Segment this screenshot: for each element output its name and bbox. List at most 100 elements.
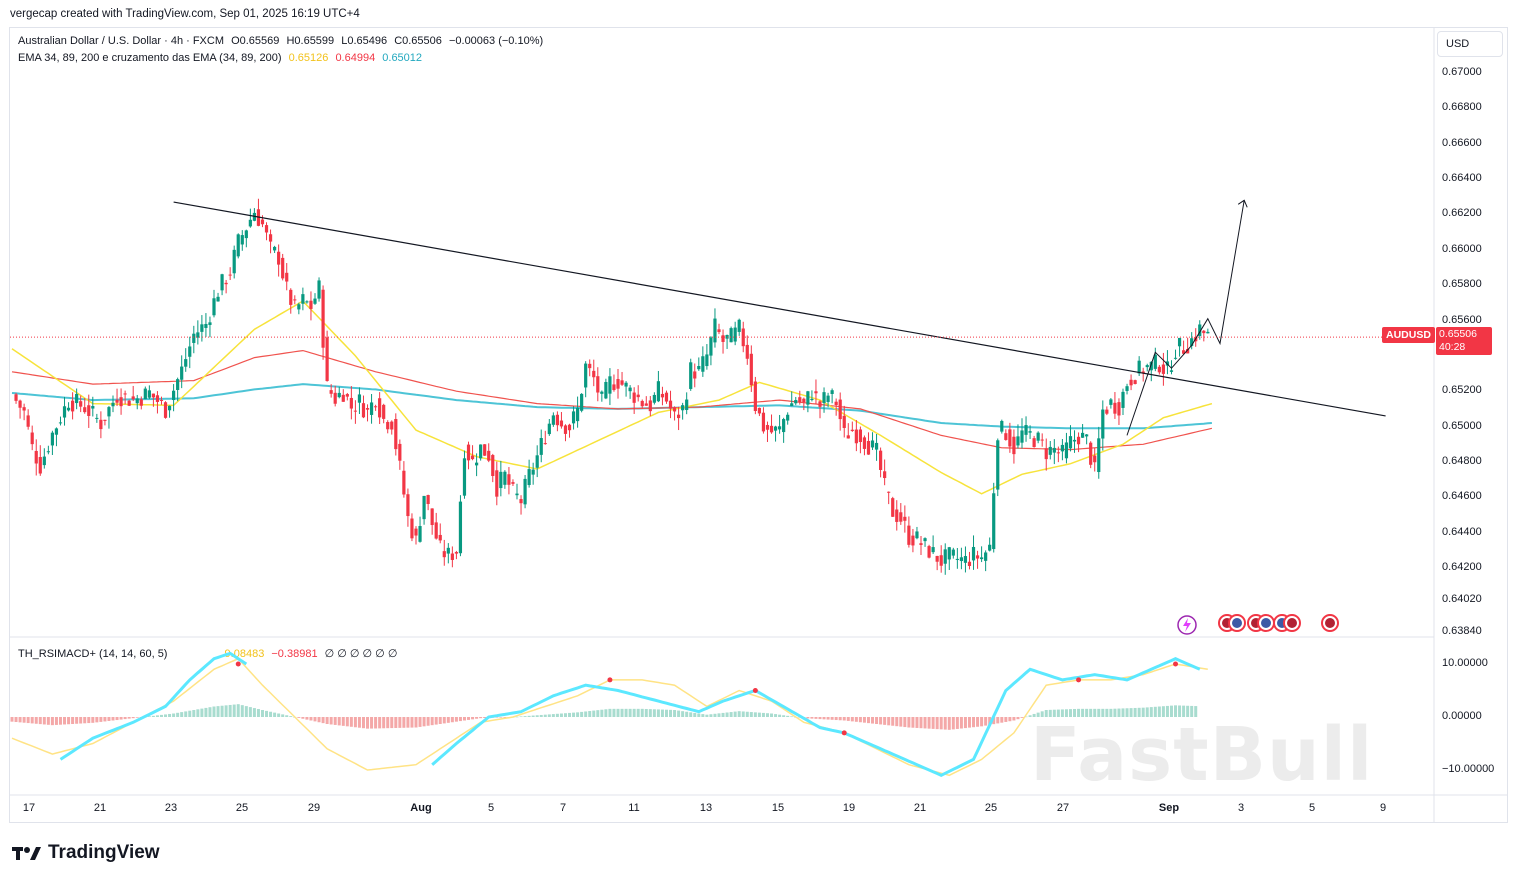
histogram-bar [923, 717, 927, 729]
candle-up [580, 393, 584, 411]
histogram-bar [38, 717, 42, 725]
lightning-event-icon[interactable] [1176, 614, 1198, 636]
candle-up [547, 423, 551, 435]
us-flag-event-icon[interactable] [1283, 614, 1301, 632]
histogram-bar [1036, 712, 1040, 717]
histogram-bar [850, 717, 854, 722]
currency-selector[interactable]: USD [1437, 31, 1503, 57]
candle-down [1008, 429, 1012, 447]
histogram-bar [980, 717, 984, 727]
histogram-bar [1040, 711, 1044, 717]
candle-down [907, 525, 911, 545]
candle-down [293, 299, 297, 301]
candle-down [640, 400, 644, 407]
candle-up [167, 405, 172, 411]
histogram-bar [947, 717, 951, 730]
candle-down [414, 528, 418, 536]
tradingview-logo[interactable]: TradingView [12, 842, 160, 864]
candle-up [992, 493, 996, 550]
candle-down [1032, 438, 1036, 448]
candle-down [632, 392, 636, 403]
histogram-bar [883, 717, 887, 725]
histogram-bar [63, 717, 67, 725]
time-axis-label: Aug [410, 802, 432, 814]
histogram-bar [806, 717, 810, 719]
candle-down [511, 482, 515, 484]
au-flag-event-icon[interactable] [1228, 614, 1246, 632]
histogram-bar [260, 710, 264, 717]
candle-up [923, 538, 927, 542]
candle-down [592, 370, 596, 378]
candle-up [713, 318, 717, 343]
histogram-bar [963, 717, 967, 729]
histogram-bar [693, 712, 697, 717]
candle-up [1190, 338, 1194, 346]
histogram-bar [232, 704, 236, 717]
histogram-bar [1117, 708, 1121, 717]
candle-down [345, 394, 349, 397]
candle-up [709, 337, 713, 356]
candle-up [143, 388, 147, 400]
candle-down [1113, 402, 1117, 414]
histogram-bar [1157, 706, 1161, 717]
candle-up [523, 478, 527, 505]
candle-down [567, 424, 572, 431]
candle-up [1198, 324, 1202, 337]
candle-up [1081, 432, 1085, 438]
candle-up [50, 432, 54, 446]
histogram-bar [765, 713, 769, 717]
candle-down [378, 398, 382, 418]
candle-down [1117, 402, 1121, 416]
candle-down [596, 376, 600, 393]
histogram-bar [1125, 708, 1129, 717]
histogram-bar [1012, 717, 1016, 721]
oscillator-legend[interactable]: TH_RSIMACD+ (14, 14, 60, 5) 9.08483 −0.3… [18, 647, 401, 660]
time-axis-label: 25 [984, 802, 998, 814]
candle-down [721, 335, 725, 342]
histogram-bar [50, 717, 54, 726]
histogram-bar [1194, 706, 1198, 717]
candle-down [139, 399, 143, 406]
candle-up [988, 544, 992, 551]
histogram-bar [475, 717, 479, 719]
candle-down [224, 282, 228, 285]
candle-down [1056, 452, 1060, 454]
candle-up [1206, 331, 1210, 334]
histogram-bar [212, 706, 216, 717]
histogram-bar [390, 717, 394, 729]
us-flag-event-icon[interactable] [1321, 614, 1339, 632]
oscillator-signal-dot [235, 661, 241, 667]
histogram-bar [281, 714, 285, 717]
histogram-bar [846, 717, 850, 721]
candle-down [507, 474, 511, 485]
histogram-bar [216, 706, 220, 717]
histogram-bar [1085, 708, 1089, 717]
histogram-bar [770, 713, 774, 717]
histogram-bar [406, 717, 410, 728]
histogram-bar [842, 717, 846, 721]
histogram-bar [30, 717, 34, 724]
histogram-bar [426, 717, 430, 726]
histogram-bar [345, 717, 349, 727]
histogram-bar [58, 717, 62, 725]
candle-up [1068, 436, 1073, 449]
candle-up [1085, 434, 1089, 437]
histogram-bar [608, 708, 612, 717]
ohlc-open: O0.65569 [231, 35, 280, 47]
histogram-bar [879, 717, 883, 725]
candle-down [563, 425, 568, 434]
candle-down [745, 344, 749, 359]
candle-up [1048, 446, 1052, 455]
histogram-bar [648, 709, 652, 717]
histogram-bar [1121, 708, 1125, 717]
symbol-legend[interactable]: Australian Dollar / U.S. Dollar · 4h · F… [18, 35, 547, 47]
time-axis-label: 3 [1237, 802, 1245, 814]
histogram-bar [1064, 709, 1068, 717]
ema-legend[interactable]: EMA 34, 89, 200 e cruzamento das EMA (34… [18, 52, 426, 64]
histogram-bar [18, 717, 22, 723]
price-axis-label: 0.64800 [1442, 454, 1482, 467]
candle-up [822, 392, 826, 404]
histogram-bar [551, 714, 555, 717]
candle-down [927, 546, 931, 558]
